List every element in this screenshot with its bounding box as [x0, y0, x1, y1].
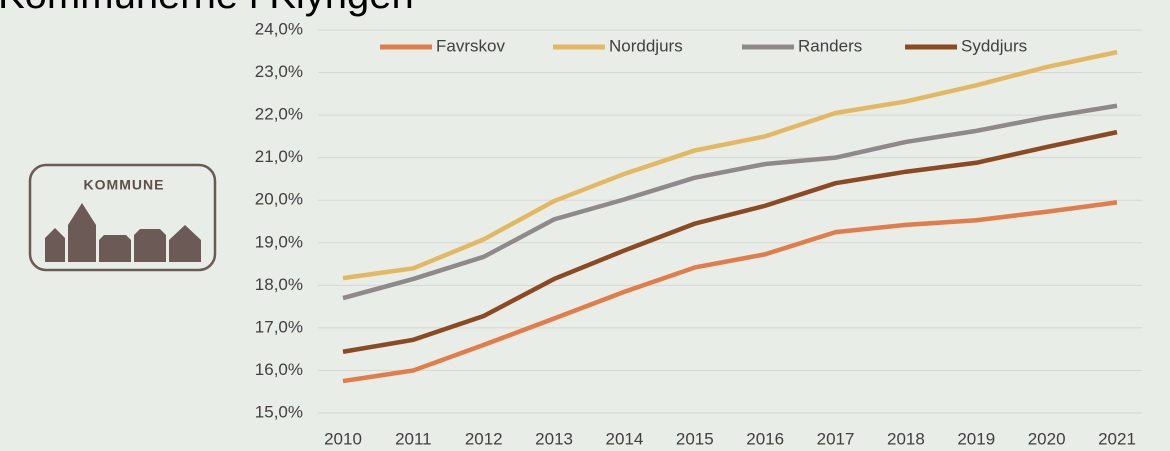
y-tick-label: 16,0%: [255, 360, 303, 379]
y-tick-label: 17,0%: [255, 317, 303, 336]
x-tick-label: 2010: [324, 429, 362, 448]
legend-label: Favrskov: [436, 36, 505, 55]
logo-houses: [45, 203, 201, 262]
series-line: [342, 200, 1118, 384]
y-tick-label: 22,0%: [255, 105, 303, 124]
x-tick-label: 2021: [1098, 429, 1136, 448]
y-tick-label: 23,0%: [255, 62, 303, 81]
x-tick-label: 2020: [1028, 429, 1066, 448]
series-line: [342, 129, 1118, 354]
y-tick-label: 19,0%: [255, 232, 303, 251]
logo-text: KOMMUNE: [84, 177, 165, 193]
y-tick-label: 18,0%: [255, 275, 303, 294]
page-title: Kommunerne i Klyngen: [0, 0, 414, 17]
logo: KOMMUNE: [28, 163, 217, 272]
logo-frame: [28, 163, 217, 272]
x-tick-label: 2013: [535, 429, 573, 448]
x-tick-label: 2014: [606, 429, 644, 448]
legend-label: Norddjurs: [609, 36, 683, 55]
x-tick-label: 2012: [465, 429, 503, 448]
y-tick-label: 24,0%: [255, 19, 303, 38]
y-tick-label: 21,0%: [255, 147, 303, 166]
series-line: [342, 103, 1118, 301]
y-tick-label: 15,0%: [255, 402, 303, 421]
x-tick-label: 2016: [746, 429, 784, 448]
x-tick-label: 2015: [676, 429, 714, 448]
x-tick-label: 2018: [887, 429, 925, 448]
legend-label: Randers: [798, 36, 862, 55]
legend-label: Syddjurs: [961, 36, 1027, 55]
x-tick-label: 2017: [817, 429, 855, 448]
y-tick-label: 20,0%: [255, 190, 303, 209]
x-tick-label: 2019: [957, 429, 995, 448]
series-line: [342, 49, 1118, 281]
x-tick-label: 2011: [395, 429, 432, 448]
